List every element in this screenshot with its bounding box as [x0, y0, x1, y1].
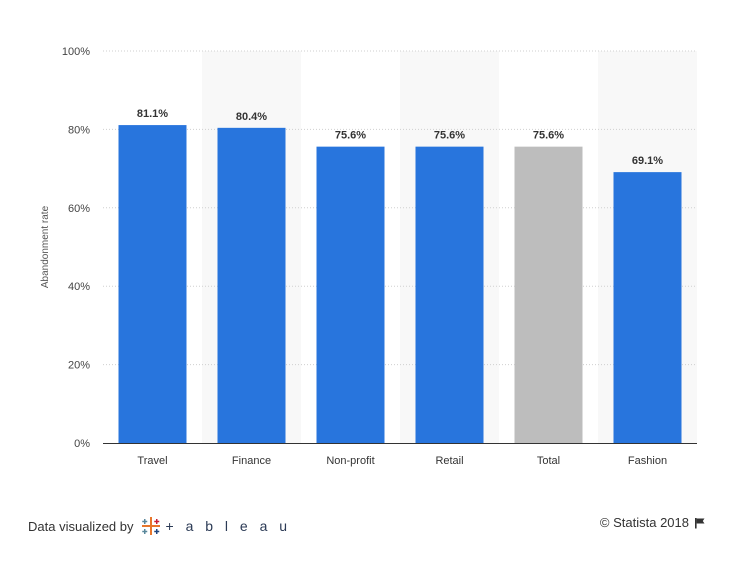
y-axis-label: Abandonment rate [40, 205, 51, 288]
bar-retail [415, 146, 484, 443]
y-tick-label: 100% [62, 46, 90, 58]
data-visualized-by[interactable]: Data visualized by + a b l e a u [28, 515, 291, 537]
y-tick-label: 40% [68, 281, 90, 293]
tableau-logo[interactable]: + a b l e a u [140, 515, 292, 537]
data-label: 75.6% [434, 130, 465, 142]
data-label: 75.6% [335, 130, 366, 142]
data-label: 80.4% [236, 111, 267, 123]
bar-travel [118, 125, 187, 443]
x-tick-label: Total [537, 455, 560, 467]
bar-chart: 0% 20% 40% 60% 80% 100% Abandonment rate 81.1% T… [40, 46, 697, 467]
y-tick-label: 0% [74, 438, 90, 450]
footer: Data visualized by + a b l e a u © Stati… [0, 505, 742, 545]
copyright-text: © Statista 2018 [599, 515, 689, 530]
data-visualized-by-text: Data visualized by [28, 518, 134, 534]
x-tick-label: Finance [232, 455, 271, 467]
y-tick-label: 60% [68, 203, 90, 215]
x-tick-label: Fashion [628, 455, 667, 467]
bar-non-profit [316, 146, 385, 443]
bar-fashion [613, 172, 682, 444]
flag-icon[interactable] [694, 517, 706, 529]
data-label: 75.6% [533, 130, 564, 142]
data-label: 69.1% [632, 155, 663, 167]
bar-total [514, 146, 583, 443]
copyright[interactable]: © Statista 2018 [600, 515, 706, 530]
data-label: 81.1% [137, 108, 168, 120]
bar-finance [217, 127, 286, 443]
tableau-wordmark: + a b l e a u [165, 518, 292, 534]
x-tick-label: Travel [137, 455, 167, 467]
x-tick-label: Retail [435, 455, 463, 467]
tableau-cross-logo-icon [141, 517, 160, 535]
y-tick-label: 20% [68, 360, 90, 372]
y-tick-label: 80% [68, 124, 90, 136]
x-tick-label: Non-profit [326, 455, 374, 467]
